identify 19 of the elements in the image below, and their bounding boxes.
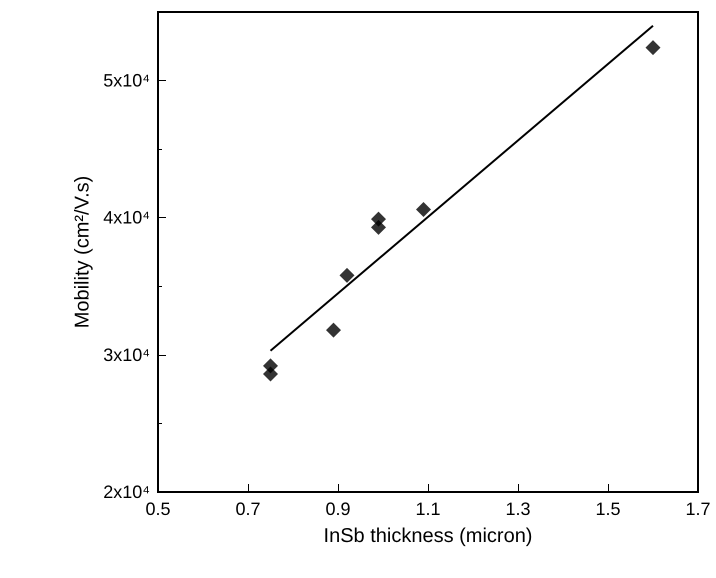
x-tick-label: 0.5 (145, 499, 171, 519)
point (326, 322, 341, 338)
point (340, 268, 354, 283)
x-tick-label: 0.9 (325, 499, 351, 519)
x-tick-label: 1.5 (595, 499, 621, 519)
y-tick-label: 3x10⁴ (103, 344, 150, 365)
point (371, 212, 386, 227)
y-tick-label: 5x10⁴ (103, 70, 150, 91)
point (416, 202, 431, 217)
point (646, 40, 660, 56)
y-axis-title: Mobility (cm²/V.s) (71, 176, 94, 328)
x-tick-label: 1.7 (685, 499, 711, 519)
x-tick-label: 1.1 (415, 499, 441, 519)
x-axis-title: InSb thickness (micron) (324, 525, 532, 547)
y-tick-label: 2x10⁴ (103, 482, 150, 502)
y-tick-label: 4x10⁴ (103, 208, 150, 228)
point (263, 358, 278, 374)
x-tick-label: 1.3 (505, 499, 531, 519)
x-tick-label: 0.7 (235, 499, 261, 519)
